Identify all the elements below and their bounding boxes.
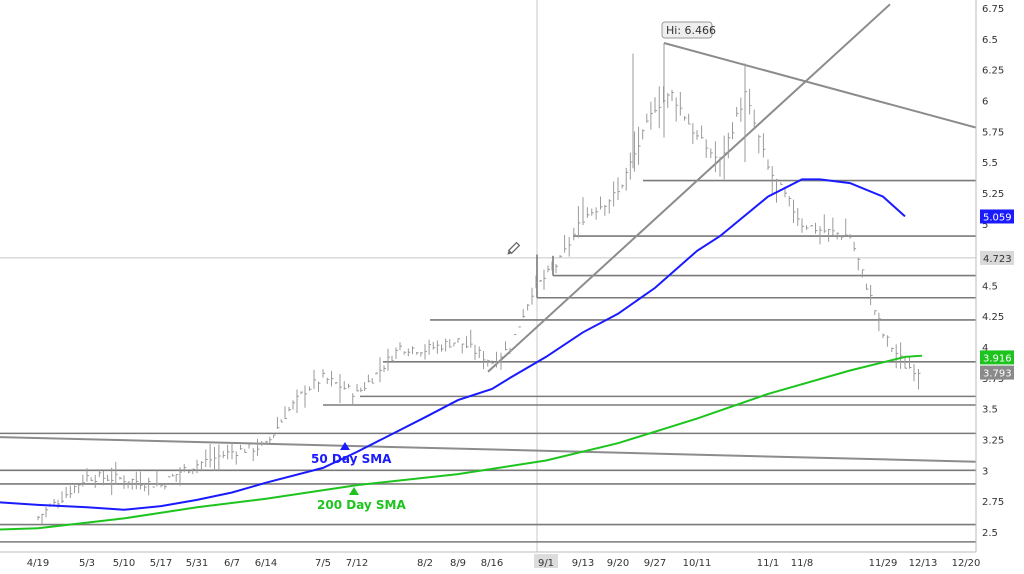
x-tick-label: 11/1 (757, 558, 779, 569)
sma200-badge (980, 350, 1014, 365)
trendlines (0, 3, 977, 463)
y-axis-ticks: 6.756.56.2565.755.55.2554.754.54.2543.75… (982, 4, 1004, 539)
last-badge (980, 365, 1014, 380)
sma200-line-start (0, 527, 39, 531)
x-tick-label: 9/13 (572, 558, 594, 569)
y-tick-label: 3.5 (982, 405, 998, 416)
high-callout-box (661, 21, 713, 39)
last-badge-label: 3.793 (983, 369, 1012, 380)
x-tick-label: 12/20 (952, 558, 981, 569)
y-tick-label: 5 (982, 220, 988, 231)
sma50-badge-label: 5.059 (983, 212, 1012, 223)
y-tick-label: 5.5 (982, 158, 998, 169)
sma50-callout-label: 50 Day SMA (311, 452, 392, 466)
sma50-marker-icon (340, 442, 350, 450)
sma200-line-end (904, 354, 923, 358)
x-tick-label: 7/12 (346, 558, 368, 569)
sma50-badge (980, 209, 1014, 224)
y-tick-label: 3.25 (982, 436, 1004, 447)
y-tick-label: 3 (982, 466, 988, 477)
y-tick-label: 5.25 (982, 189, 1004, 200)
sma200-line (37, 355, 906, 530)
long-trend-line (0, 436, 977, 463)
x-tick-label: 11/8 (791, 558, 813, 569)
x-tick-label: 5/17 (150, 558, 172, 569)
x-tick-label: 12/13 (909, 558, 938, 569)
x-tick-label: 6/14 (255, 558, 277, 569)
moving-averages (0, 178, 923, 531)
sma200-callout-label: 200 Day SMA (317, 498, 407, 512)
y-tick-label: 4 (982, 343, 988, 354)
x-tick-label: 5/3 (79, 558, 95, 569)
x-tick-label: 6/7 (224, 558, 240, 569)
y-tick-label: 5.75 (982, 127, 1004, 138)
y-tick-label: 6.5 (982, 35, 998, 46)
x-tick-label: 4/19 (27, 558, 49, 569)
x-axis-ticks: 4/19 5/3 5/10 5/17 5/31 6/7 6/14 7/5 7/12 8/2 8/9 8… (27, 554, 981, 569)
x-tick-highlight (534, 554, 558, 568)
price-bars (37, 43, 921, 525)
high-callout-label: Hi: 6.466 (666, 24, 716, 37)
x-tick-label: 10/11 (683, 558, 712, 569)
sma50-callout: 50 Day SMA (311, 442, 392, 466)
crosshair-badge-label: 4.723 (983, 254, 1012, 265)
crosshair-badge (980, 250, 1014, 265)
x-tick-label: 8/16 (481, 558, 503, 569)
x-tick-label: 7/5 (315, 558, 331, 569)
x-tick-label: 11/29 (869, 558, 898, 569)
downtrend-line (663, 42, 977, 129)
y-tick-label: 6 (982, 96, 988, 107)
sma200-badge-label: 3.916 (983, 353, 1012, 364)
x-tick-label: 5/31 (186, 558, 208, 569)
pencil-icon[interactable] (506, 241, 521, 256)
y-tick-label: 2.75 (982, 497, 1004, 508)
y-tick-label: 6.25 (982, 66, 1004, 77)
y-tick-label: 2.5 (982, 528, 998, 539)
sma50-line-start (0, 501, 39, 506)
y-tick-label: 6.75 (982, 4, 1004, 15)
price-badges: 5.059 4.723 3.916 3.793 (980, 209, 1014, 380)
x-tick-label: 9/27 (644, 558, 666, 569)
sma200-marker-icon (349, 487, 359, 495)
horizontal-levels (0, 179, 976, 543)
x-tick-label: 8/9 (450, 558, 466, 569)
x-tick-label: 8/2 (417, 558, 433, 569)
high-callout: Hi: 6.466 (661, 21, 716, 39)
annotations: Hi: 6.466 50 Day SMA 200 Day SMA (311, 21, 716, 512)
y-tick-label: 4.25 (982, 312, 1004, 323)
y-tick-label: 4.5 (982, 281, 998, 292)
sma50-line (37, 178, 906, 511)
x-tick-label: 9/20 (607, 558, 629, 569)
uptrend-line (487, 3, 891, 373)
x-tick-label: 9/1 (538, 558, 554, 569)
sma200-callout: 200 Day SMA (317, 487, 407, 512)
x-tick-label: 5/10 (113, 558, 135, 569)
